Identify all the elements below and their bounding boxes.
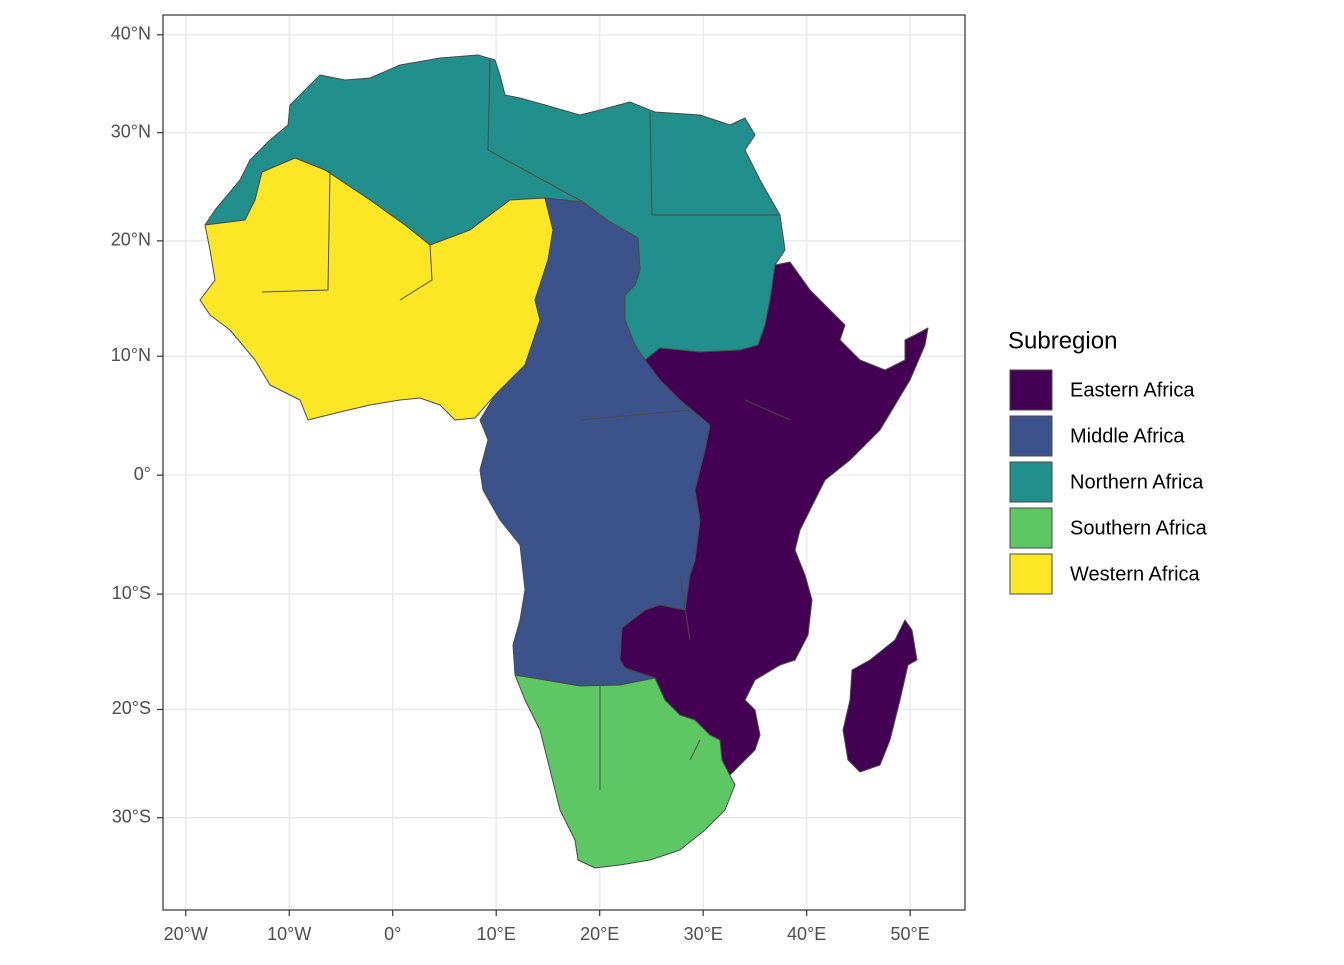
x-tick-label: 0° xyxy=(384,924,401,944)
x-tick-label: 30°E xyxy=(684,924,723,944)
legend-key xyxy=(1009,507,1053,549)
legend-label: Southern Africa xyxy=(1070,517,1208,539)
southern-africa xyxy=(514,674,736,869)
legend-label: Middle Africa xyxy=(1070,425,1185,447)
legend: Subregion Eastern Africa Middle Africa Nor… xyxy=(1008,327,1208,595)
x-tick-label: 10°W xyxy=(267,924,311,944)
legend-title: Subregion xyxy=(1008,327,1117,354)
panel-border xyxy=(162,14,966,911)
y-tick-label: 30°S xyxy=(112,806,151,826)
legend-label: Eastern Africa xyxy=(1070,379,1195,401)
y-tick-label: 40°N xyxy=(111,24,151,44)
x-tick-label: 20°E xyxy=(580,924,619,944)
y-tick-label: 0° xyxy=(134,464,151,484)
x-tick-label: 10°E xyxy=(477,924,516,944)
legend-key xyxy=(1009,415,1053,457)
legend-key xyxy=(1009,369,1053,411)
x-tick-label: 40°E xyxy=(787,924,826,944)
legend-label: Western Africa xyxy=(1070,563,1201,585)
y-tick-label: 20°S xyxy=(112,698,151,718)
country-borders xyxy=(261,59,791,790)
legend-label: Northern Africa xyxy=(1070,471,1204,493)
legend-key xyxy=(1009,461,1053,503)
y-tick-label: 20°N xyxy=(111,230,151,250)
axes: 20°W 10°W 0° 10°E 20°E 30°E 40°E 50°E 40°N 30°N 20… xyxy=(111,24,930,944)
y-tick-label: 10°S xyxy=(112,583,151,603)
y-tick-label: 30°N xyxy=(111,121,151,141)
legend-key xyxy=(1009,553,1053,595)
africa-map xyxy=(199,54,929,869)
x-tick-label: 20°W xyxy=(164,924,208,944)
madagascar xyxy=(842,619,918,773)
x-tick-label: 50°E xyxy=(891,924,930,944)
y-tick-label: 10°N xyxy=(111,345,151,365)
